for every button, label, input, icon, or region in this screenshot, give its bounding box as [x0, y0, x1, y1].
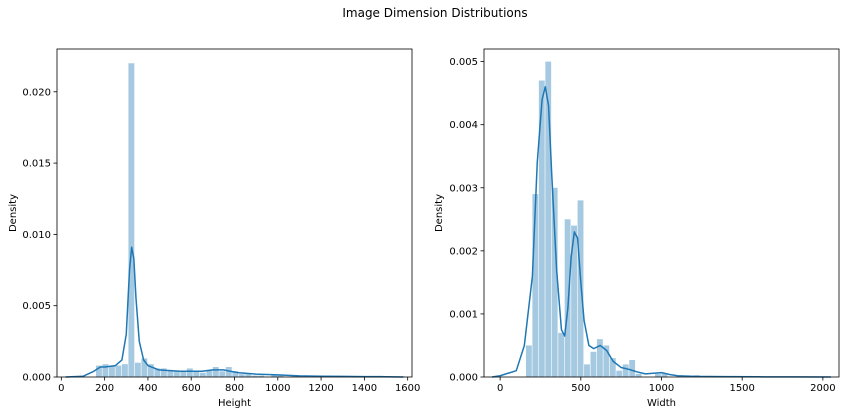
height-x-tick-label: 1200 [308, 383, 333, 394]
height-x-tick-label: 1600 [395, 383, 420, 394]
height-hist-bar [147, 364, 154, 377]
height-hist-bar [154, 368, 161, 377]
height-hist-bar [160, 368, 167, 377]
height-hist-bar [225, 367, 232, 377]
height-hist-bar [102, 364, 109, 377]
width-hist-bar [603, 345, 610, 377]
height-y-tick-label: 0.005 [22, 301, 51, 312]
width-y-tick-label: 0.002 [449, 246, 478, 257]
height-hist-bar [245, 374, 252, 377]
height-hist-bar [95, 365, 102, 377]
height-hist-bar [206, 369, 213, 377]
width-hist-bar [558, 332, 565, 377]
height-x-tick-label: 1000 [265, 383, 290, 394]
height-hist-bar [232, 371, 239, 377]
width-x-tick-label: 1500 [729, 383, 754, 394]
width-hist-bar [538, 80, 545, 377]
width-hist-bar [590, 351, 597, 377]
height-x-tick-label: 1400 [352, 383, 377, 394]
height-hist-bar [277, 375, 284, 377]
height-kde-line [65, 246, 404, 378]
width-x-tick-label: 2000 [810, 383, 835, 394]
height-hist-bar [173, 371, 180, 377]
height-y-tick-label: 0.010 [22, 230, 51, 241]
height-x-tick-label: 400 [138, 383, 157, 394]
height-y-tick-label: 0.015 [22, 159, 51, 170]
width-y-tick-label: 0.001 [449, 309, 478, 320]
width-y-axis-label: Density [434, 194, 445, 232]
width-kde-line [491, 86, 831, 378]
height-hist-bar [212, 367, 219, 377]
width-x-axis-label: Width [647, 398, 676, 409]
width-hist-bar [584, 364, 590, 377]
height-hist-bar [251, 375, 258, 377]
height-hist-bar [134, 362, 141, 377]
width-y-tick-label: 0.005 [449, 57, 478, 68]
height-x-axis-label: Height [218, 398, 251, 409]
height-hist-bar [186, 368, 193, 377]
width-x-tick-label: 1000 [649, 383, 674, 394]
height-x-tick-label: 200 [95, 383, 114, 394]
height-hist-bar [238, 374, 245, 377]
width-y-tick-label: 0.003 [449, 183, 478, 194]
width-hist-bar [616, 370, 623, 377]
width-hist-bar [635, 373, 642, 377]
width-hist-bar [577, 200, 584, 377]
height-hist-bar [167, 369, 174, 377]
width-hist-bar [661, 373, 668, 377]
width-x-tick-label: 0 [497, 383, 503, 394]
height-hist-bar [121, 364, 128, 377]
width-hist-bar [629, 359, 636, 377]
height-x-tick-label: 800 [225, 383, 244, 394]
width-x-tick-label: 500 [571, 383, 590, 394]
height-y-axis-label: Density [8, 194, 19, 232]
height-axes-frame [56, 48, 413, 378]
width-hist-bar [571, 225, 577, 377]
height-hist-bar [193, 371, 200, 377]
width-hist-bar [551, 187, 558, 377]
height-hist-bar [115, 365, 122, 377]
height-distribution-panel: 0 200 400 600 800 1000 1200 1400 1600 0.000 0.005 0… [8, 48, 420, 409]
height-hist-bar [141, 358, 148, 377]
width-hist-bar [525, 345, 532, 377]
height-hist-bar [219, 371, 226, 377]
width-hist-bar [609, 358, 616, 377]
width-distribution-panel: 0 500 1000 1500 2000 0.000 0.001 0.002 0.003 0.00… [434, 48, 840, 409]
height-hist-bar [199, 372, 206, 377]
height-hist-bar [108, 365, 115, 377]
height-hist-bar [258, 375, 265, 377]
width-hist-bar [545, 61, 552, 378]
width-hist-bar [564, 219, 571, 377]
width-hist-bar [532, 194, 539, 377]
width-hist-bar [622, 364, 629, 377]
figure-title: Image Dimension Distributions [342, 6, 527, 20]
height-hist-bar [180, 371, 187, 377]
height-x-tick-label: 600 [182, 383, 201, 394]
width-hist-bar [596, 339, 603, 377]
width-y-tick-label: 0.000 [449, 373, 478, 384]
height-x-tick-label: 0 [58, 383, 64, 394]
width-hist-bar [655, 373, 661, 377]
height-hist-bar [271, 374, 278, 377]
width-y-tick-label: 0.004 [449, 120, 478, 131]
height-y-tick-label: 0.000 [22, 373, 51, 384]
height-y-tick-label: 0.020 [22, 87, 51, 98]
height-hist-bar [128, 63, 135, 377]
